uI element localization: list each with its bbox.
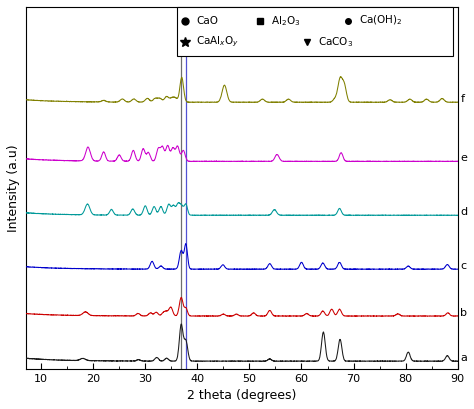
X-axis label: 2 theta (degrees): 2 theta (degrees): [187, 389, 296, 402]
Text: d: d: [460, 207, 467, 217]
Text: c: c: [460, 261, 466, 271]
Text: a: a: [460, 353, 467, 363]
Text: f: f: [460, 94, 465, 104]
Text: b: b: [460, 308, 467, 318]
Text: e: e: [460, 153, 467, 163]
Y-axis label: Intensity (a.u): Intensity (a.u): [7, 144, 20, 231]
